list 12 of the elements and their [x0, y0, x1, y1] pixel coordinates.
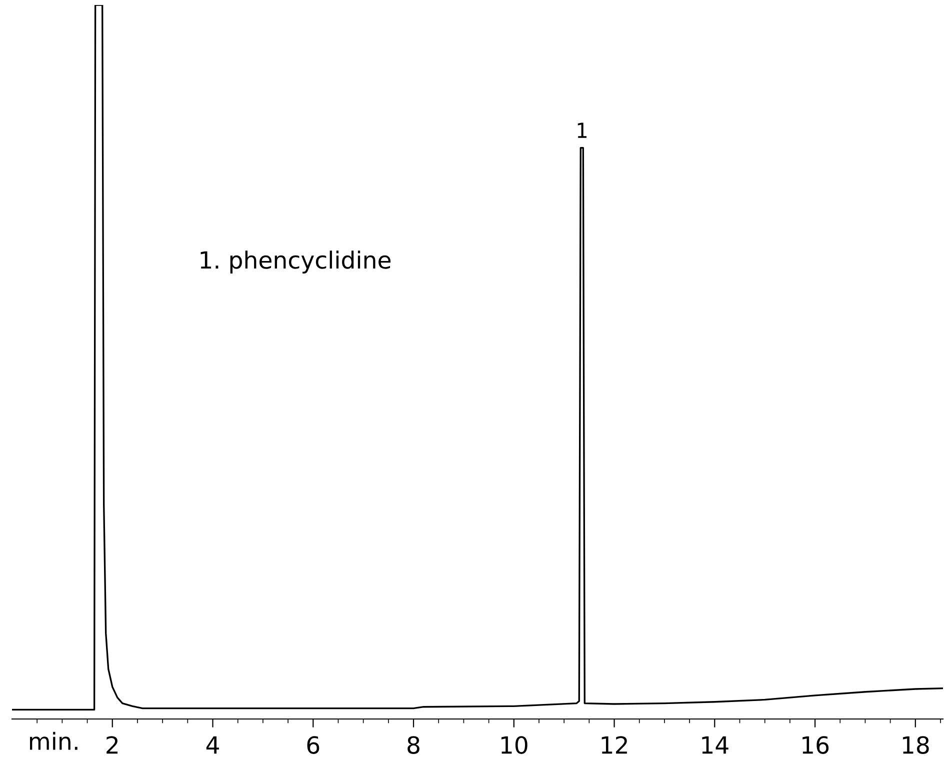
x-tick-label: 18 [902, 736, 929, 754]
x-tick-label: 16 [802, 736, 829, 754]
x-axis-title: min. [30, 732, 78, 750]
annotation: 1 [578, 122, 586, 138]
x-tick-label: 12 [602, 736, 627, 754]
x-tick-label: 8 [408, 736, 420, 754]
x-tick-label: 14 [702, 736, 728, 754]
annotation: 1. phencyclidine [200, 250, 391, 274]
x-tick-label: 10 [501, 736, 528, 754]
x-tick-label: 4 [206, 736, 219, 754]
x-tick-label: 6 [307, 736, 320, 754]
x-tick-label: 2 [106, 736, 118, 754]
